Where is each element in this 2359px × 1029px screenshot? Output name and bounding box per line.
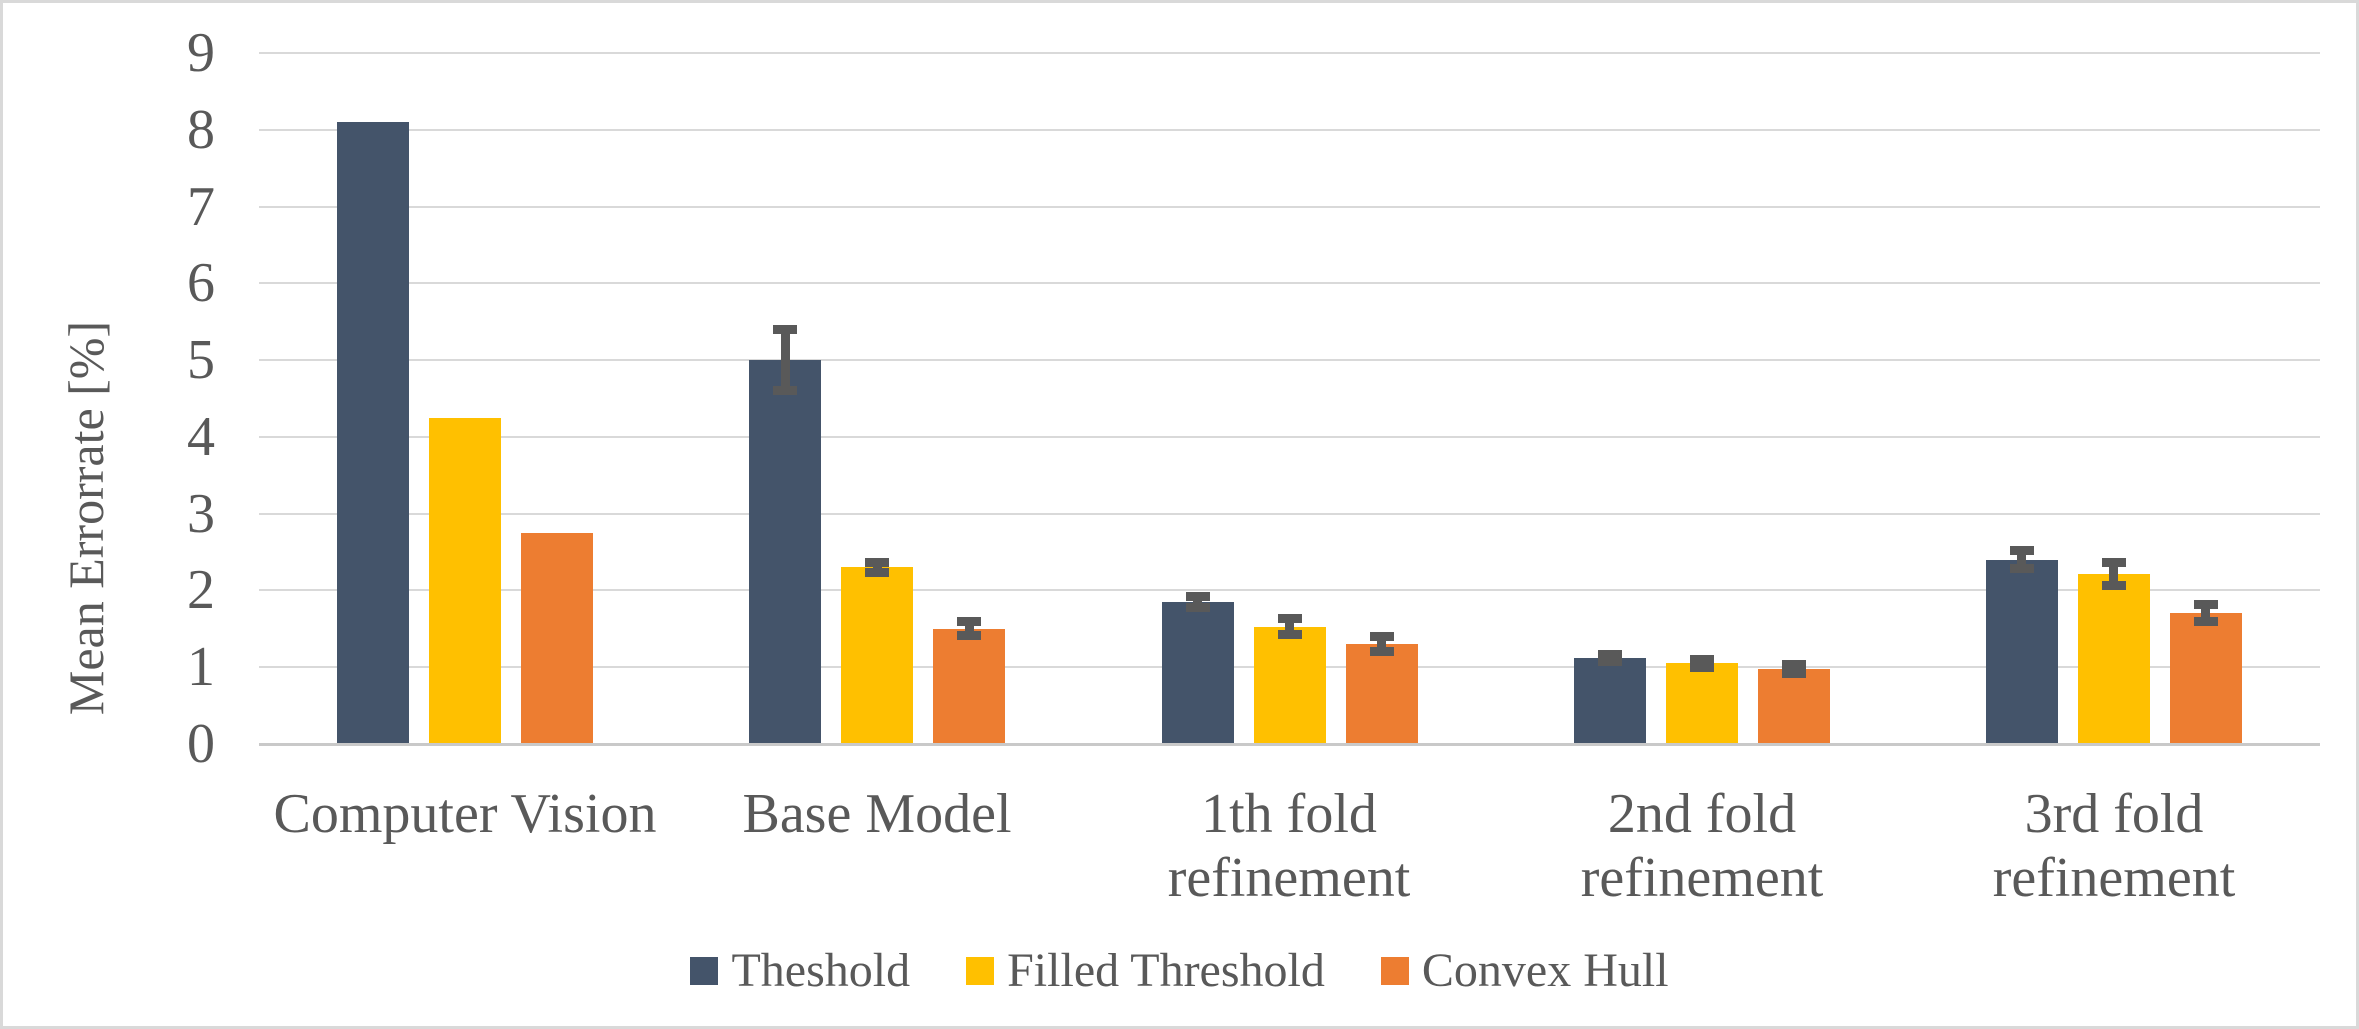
bar-filled-threshold [1254, 627, 1326, 744]
gridline [259, 129, 2320, 131]
category-label: Computer Vision [273, 783, 657, 845]
bar-convex-hull [1346, 644, 1418, 744]
y-tick-label: 8 [187, 99, 215, 161]
bar-convex-hull [1758, 669, 1830, 744]
legend-item-theshold: Theshold [690, 943, 910, 999]
bar-convex-hull [521, 533, 593, 744]
error-bar-cap-bottom [2010, 564, 2034, 573]
error-bar-cap-bottom [773, 386, 797, 395]
error-bar-cap-top [1370, 632, 1394, 641]
error-bar-whisker [965, 622, 974, 636]
error-bar-cap-top [2102, 558, 2126, 567]
error-bar-cap-bottom [1598, 657, 1622, 666]
category-label: 2nd fold refinement [1580, 783, 1824, 909]
x-axis-line [259, 743, 2320, 746]
error-bar-cap-bottom [2194, 617, 2218, 626]
legend-marker-filled-threshold [966, 957, 995, 985]
legend-marker-convex-hull [1380, 957, 1409, 985]
bar-theshold [337, 122, 409, 744]
gridline [259, 436, 2320, 438]
error-bar-whisker [1377, 637, 1386, 652]
y-tick-label: 4 [187, 406, 215, 468]
error-bar-whisker [1193, 597, 1202, 608]
error-bar-whisker [2201, 604, 2210, 621]
error-bar-cap-bottom [1782, 669, 1806, 678]
legend-item-convex-hull: Convex Hull [1380, 943, 1669, 999]
error-bar-cap-top [2194, 600, 2218, 609]
error-bar-cap-bottom [1370, 647, 1394, 656]
category-label: 1th fold refinement [1167, 783, 1411, 909]
bar-theshold [1574, 658, 1646, 744]
gridline [259, 589, 2320, 591]
bar-convex-hull [2170, 613, 2242, 744]
error-bar-cap-bottom [1690, 663, 1714, 672]
legend: Theshold Filled Threshold Convex Hull [0, 941, 2359, 1001]
gridline [259, 513, 2320, 515]
y-tick-label: 3 [187, 483, 215, 545]
gridline [259, 282, 2320, 284]
error-bar-cap-bottom [1278, 630, 1302, 639]
bar-theshold [1162, 602, 1234, 744]
gridline [259, 52, 2320, 54]
error-bar-whisker [2017, 551, 2026, 569]
error-bar-cap-bottom [957, 631, 981, 640]
error-bar-whisker [781, 329, 790, 390]
error-bar-whisker [1285, 619, 1294, 634]
legend-item-filled-threshold: Filled Threshold [966, 943, 1325, 999]
bar-theshold [749, 360, 821, 744]
y-tick-label: 9 [187, 22, 215, 84]
y-tick-label: 1 [187, 636, 215, 698]
bar-filled-threshold [429, 418, 501, 744]
error-bar-cap-top [1278, 614, 1302, 623]
category-label: 3rd fold refinement [1992, 783, 2236, 909]
y-tick-label: 7 [187, 176, 215, 238]
y-tick-label: 5 [187, 329, 215, 391]
bar-filled-threshold [2078, 574, 2150, 744]
legend-marker-theshold [690, 957, 719, 985]
gridline [259, 359, 2320, 361]
bar-convex-hull [933, 629, 1005, 744]
y-tick-label: 0 [187, 713, 215, 775]
legend-label-theshold: Theshold [731, 944, 911, 997]
error-bar-cap-bottom [1186, 603, 1210, 612]
error-bar-cap-top [773, 325, 797, 334]
error-bar-cap-bottom [865, 568, 889, 577]
y-tick-label: 6 [187, 252, 215, 314]
error-bar-cap-top [1186, 592, 1210, 601]
error-bar-whisker [2109, 562, 2118, 585]
bar-theshold [1986, 560, 2058, 744]
error-bar-cap-top [865, 558, 889, 567]
gridline [259, 206, 2320, 208]
error-bar-cap-top [2010, 546, 2034, 555]
legend-label-filled-threshold: Filled Threshold [1007, 944, 1325, 997]
y-tick-label: 2 [187, 559, 215, 621]
bar-filled-threshold [841, 567, 913, 744]
error-bar-whisker [873, 562, 882, 573]
error-bar-cap-top [1598, 650, 1622, 659]
error-bar-cap-bottom [2102, 581, 2126, 590]
bar-filled-threshold [1666, 663, 1738, 744]
legend-label-convex-hull: Convex Hull [1421, 944, 1669, 997]
error-bar-cap-top [1690, 655, 1714, 664]
category-label: Base Model [742, 783, 1012, 845]
error-bar-cap-top [957, 617, 981, 626]
error-bar-cap-top [1782, 660, 1806, 669]
